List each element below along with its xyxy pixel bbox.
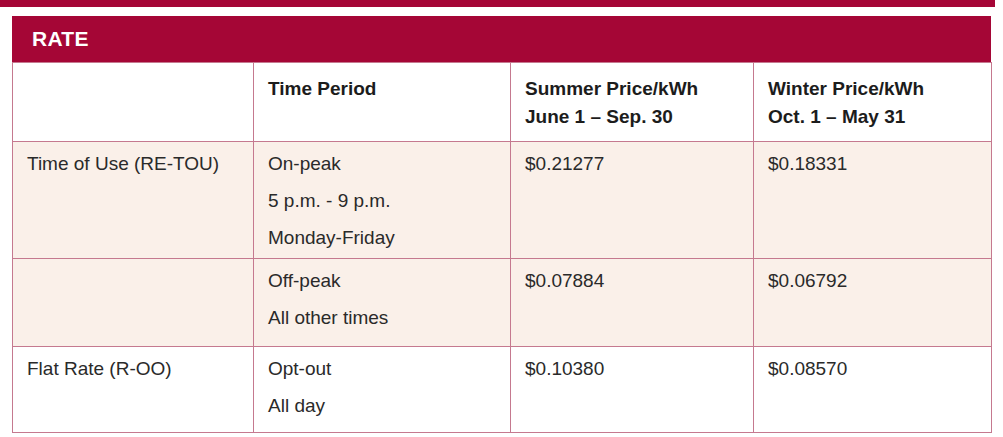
header-winter-price-line2: Oct. 1 – May 31 [768, 103, 977, 131]
table-row-flat-rate: Flat Rate (R-OO) Opt-out All day $0.1038… [13, 347, 992, 433]
summer-price-value: $0.21277 [525, 154, 739, 174]
table-row-time-of-use-off-peak: Off-peak All other times $0.07884 $0.067… [13, 259, 992, 347]
table-title-bar: RATE [12, 16, 991, 62]
header-winter-price: Winter Price/kWh Oct. 1 – May 31 [754, 63, 992, 142]
time-period-cell: On-peak 5 p.m. - 9 p.m. Monday-Friday [254, 142, 511, 259]
table-title: RATE [32, 27, 89, 51]
winter-price-cell: $0.18331 [754, 142, 992, 259]
winter-price-value: $0.08570 [768, 359, 977, 379]
summer-price-cell: $0.21277 [511, 142, 754, 259]
header-time-period: Time Period [254, 63, 511, 142]
rate-name-cell: Time of Use (RE-TOU) [13, 142, 254, 259]
time-period-line: Off-peak [268, 271, 496, 291]
winter-price-cell: $0.08570 [754, 347, 992, 433]
rate-name: Flat Rate (R-OO) [27, 359, 239, 379]
summer-price-value: $0.07884 [525, 271, 739, 291]
winter-price-value: $0.06792 [768, 271, 977, 291]
time-period-line: On-peak [268, 154, 496, 174]
time-period-cell: Opt-out All day [254, 347, 511, 433]
top-accent-strip [0, 0, 995, 7]
header-summer-price-line1: Summer Price/kWh [525, 75, 739, 103]
summer-price-cell: $0.10380 [511, 347, 754, 433]
header-summer-price: Summer Price/kWh June 1 – Sep. 30 [511, 63, 754, 142]
time-period-line: All day [268, 396, 496, 416]
winter-price-value: $0.18331 [768, 154, 977, 174]
table-row-time-of-use-on-peak: Time of Use (RE-TOU) On-peak 5 p.m. - 9 … [13, 142, 992, 259]
time-period-line: 5 p.m. - 9 p.m. [268, 191, 496, 211]
rate-name: Time of Use (RE-TOU) [27, 154, 239, 174]
rate-price-table: Time Period Summer Price/kWh June 1 – Se… [12, 62, 992, 433]
time-period-line: All other times [268, 308, 496, 328]
header-row: Time Period Summer Price/kWh June 1 – Se… [13, 63, 992, 142]
summer-price-cell: $0.07884 [511, 259, 754, 347]
summer-price-value: $0.10380 [525, 359, 739, 379]
header-summer-price-line2: June 1 – Sep. 30 [525, 103, 739, 131]
time-period-cell: Off-peak All other times [254, 259, 511, 347]
rate-name-cell [13, 259, 254, 347]
time-period-line: Monday-Friday [268, 228, 496, 248]
time-period-line: Opt-out [268, 359, 496, 379]
rate-name-cell: Flat Rate (R-OO) [13, 347, 254, 433]
header-rate-blank [13, 63, 254, 142]
winter-price-cell: $0.06792 [754, 259, 992, 347]
rate-table-container: RATE Time Period Summer Price/kWh June 1… [12, 16, 991, 433]
header-time-period-label: Time Period [268, 75, 496, 103]
header-winter-price-line1: Winter Price/kWh [768, 75, 977, 103]
